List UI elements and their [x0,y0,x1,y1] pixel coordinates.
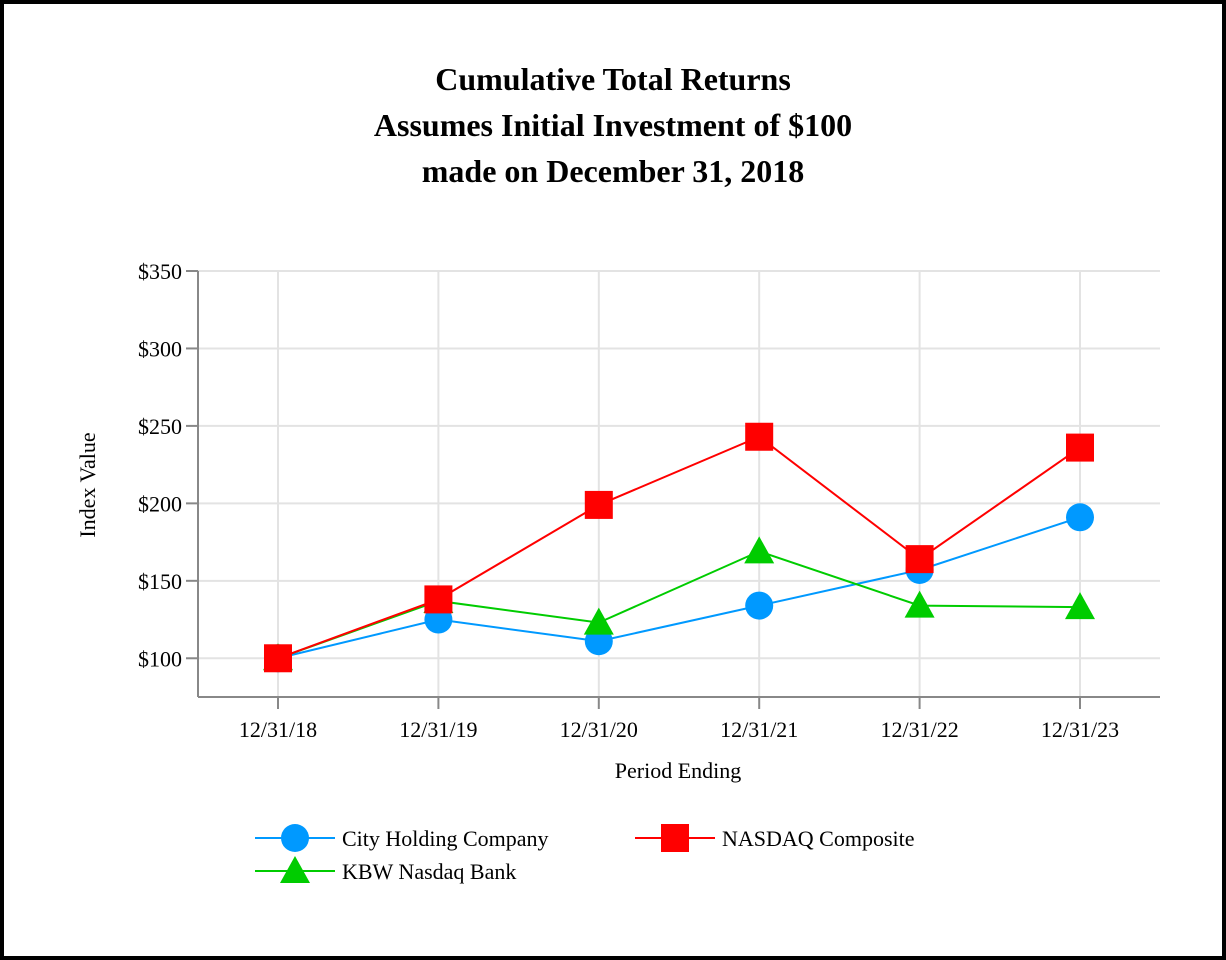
legend-item-nasdaq-composite: NASDAQ Composite [635,824,915,852]
chart-title-line-1: Cumulative Total Returns [435,61,791,97]
nasdaq-composite-point [905,545,934,574]
legend-item-kbw-nasdaq-bank: KBW Nasdaq Bank [255,856,516,884]
x-tick-label: 12/31/19 [399,717,477,742]
nasdaq-composite-point [264,644,292,673]
chart-title-line-2: Assumes Initial Investment of $100 [374,107,852,143]
y-tick-label: $250 [138,414,182,439]
nasdaq-composite-point [584,490,613,519]
kbw-nasdaq-bank-point [1065,592,1095,620]
legend-marker-circle-icon [281,824,309,852]
x-tick-label: 12/31/18 [239,717,317,742]
nasdaq-composite-point [745,422,774,451]
nasdaq-composite-point [1066,433,1094,462]
x-tick-label: 12/31/21 [720,717,798,742]
city-holding-company-point [745,591,774,620]
y-tick-label: $150 [138,569,182,594]
kbw-nasdaq-bank-point [744,536,775,564]
y-tick-label: $100 [138,646,182,671]
y-axis-label: Index Value [75,432,100,537]
city-holding-company-line [277,516,1081,660]
y-tick-label: $350 [138,259,182,284]
nasdaq-composite-line [277,435,1081,660]
kbw-nasdaq-bank-point [583,607,614,635]
legend-label: NASDAQ Composite [722,826,915,851]
city-holding-company-point [1066,503,1094,532]
x-tick-label: 12/31/20 [560,717,638,742]
x-tick-label: 12/31/23 [1041,717,1119,742]
nasdaq-composite-point [424,585,453,614]
legend-marker-square-icon [661,824,689,852]
chart-title-line-3: made on December 31, 2018 [422,153,804,189]
legend-label: KBW Nasdaq Bank [342,859,516,884]
kbw-nasdaq-bank-line [277,550,1081,660]
legend-label: City Holding Company [342,826,549,851]
kbw-nasdaq-bank-point [904,590,935,618]
x-axis-label: Period Ending [615,758,742,783]
y-tick-label: $200 [138,491,182,516]
legend-marker-triangle-icon [280,856,310,883]
legend-item-city-holding-company: City Holding Company [255,824,549,852]
x-tick-label: 12/31/22 [880,717,958,742]
y-tick-label: $300 [138,336,182,361]
